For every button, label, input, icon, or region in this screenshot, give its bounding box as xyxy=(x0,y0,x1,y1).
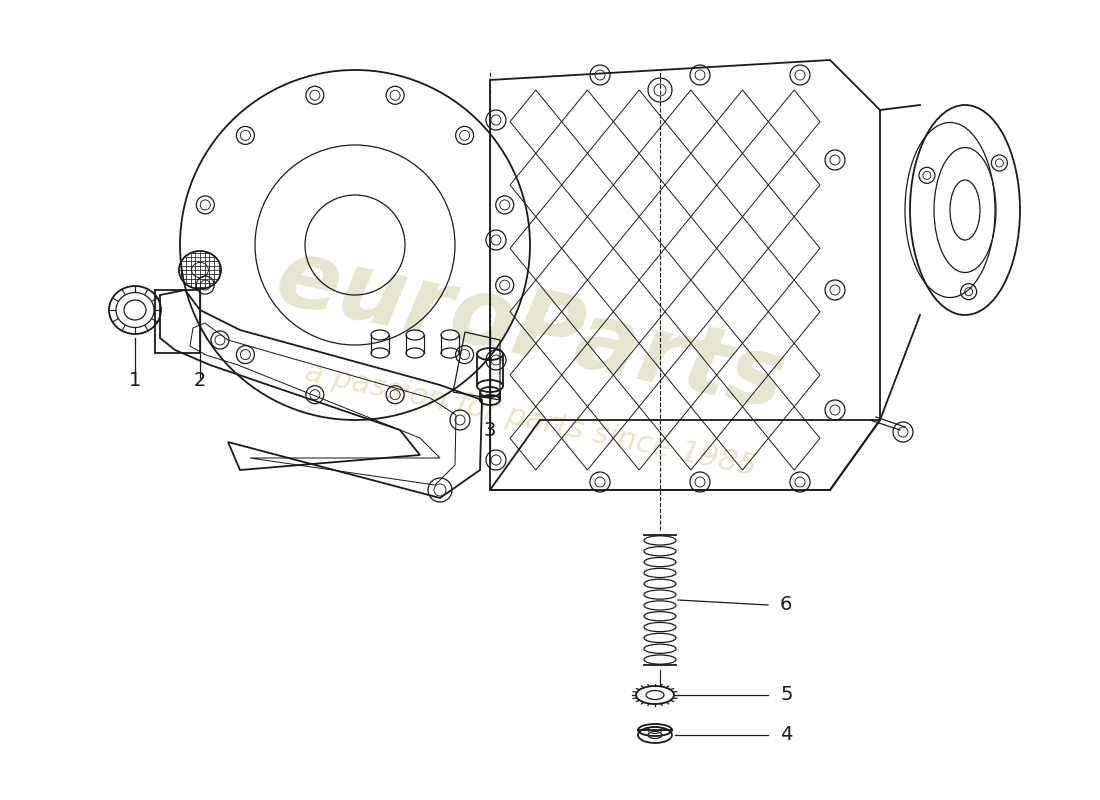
Text: a passion for parts since 1985: a passion for parts since 1985 xyxy=(301,358,759,482)
Text: 3: 3 xyxy=(484,421,496,440)
Text: 1: 1 xyxy=(129,371,141,390)
Text: 2: 2 xyxy=(194,371,206,390)
Text: euroParts: euroParts xyxy=(267,231,793,429)
Text: 5: 5 xyxy=(780,686,792,705)
Text: 4: 4 xyxy=(780,726,792,745)
Text: 6: 6 xyxy=(780,595,792,614)
